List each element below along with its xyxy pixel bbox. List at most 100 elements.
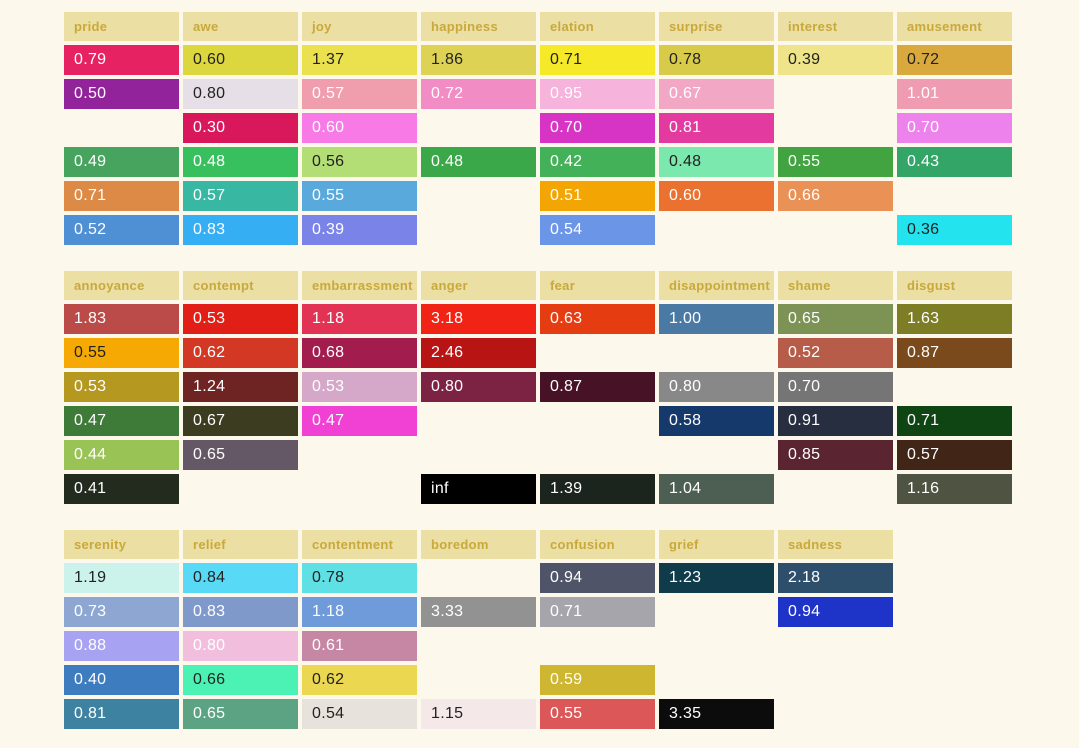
value-cell-elation-row2: 0.95 bbox=[540, 79, 655, 109]
value-cell-shame-row5: 0.85 bbox=[778, 440, 893, 470]
value-cell-anger-row1: 3.18 bbox=[421, 304, 536, 334]
value-cell-contempt-row4: 0.67 bbox=[183, 406, 298, 436]
value-cell-contempt-row1: 0.53 bbox=[183, 304, 298, 334]
value-cell-anger-row3: 0.80 bbox=[421, 372, 536, 402]
value-cell-disgust-row6: 1.16 bbox=[897, 474, 1012, 504]
value-cell-amusement-row1: 0.72 bbox=[897, 45, 1012, 75]
value-cell-disappointment-row6: 1.04 bbox=[659, 474, 774, 504]
column-interest: interest 0.39 0.55 0.66 bbox=[778, 12, 893, 245]
value-cell-shame-row2: 0.52 bbox=[778, 338, 893, 368]
column-boredom: boredom 3.33 1.15 bbox=[421, 530, 536, 729]
column-serenity: serenity 1.19 0.73 0.88 0.40 0.81 bbox=[64, 530, 179, 729]
value-cell-embarrassment-row1: 1.18 bbox=[302, 304, 417, 334]
value-cell-interest-row1: 0.39 bbox=[778, 45, 893, 75]
value-cell-joy-row6: 0.39 bbox=[302, 215, 417, 245]
value-cell-joy-row1: 1.37 bbox=[302, 45, 417, 75]
value-cell-elation-row6: 0.54 bbox=[540, 215, 655, 245]
empty-cell-disgust-row3 bbox=[897, 372, 1012, 402]
value-cell-disgust-row5: 0.57 bbox=[897, 440, 1012, 470]
column-surprise: surprise 0.78 0.67 0.81 0.48 0.60 bbox=[659, 12, 774, 245]
value-cell-fear-row3: 0.87 bbox=[540, 372, 655, 402]
empty-cell-happiness-row3 bbox=[421, 113, 536, 143]
value-cell-elation-row5: 0.51 bbox=[540, 181, 655, 211]
empty-cell-grief-row3 bbox=[659, 631, 774, 661]
column-header-elation: elation bbox=[540, 12, 655, 41]
empty-cell-boredom-row3 bbox=[421, 631, 536, 661]
value-cell-serenity-row3: 0.88 bbox=[64, 631, 179, 661]
value-cell-pride-row1: 0.79 bbox=[64, 45, 179, 75]
value-cell-disappointment-row3: 0.80 bbox=[659, 372, 774, 402]
value-cell-contentment-row3: 0.61 bbox=[302, 631, 417, 661]
column-amusement: amusement 0.72 1.01 0.70 0.43 0.36 bbox=[897, 12, 1012, 245]
column-grief: grief 1.23 3.35 bbox=[659, 530, 774, 729]
value-cell-annoyance-row1: 1.83 bbox=[64, 304, 179, 334]
value-cell-joy-row5: 0.55 bbox=[302, 181, 417, 211]
column-header-serenity: serenity bbox=[64, 530, 179, 559]
empty-cell-fear-row2 bbox=[540, 338, 655, 368]
column-header-annoyance: annoyance bbox=[64, 271, 179, 300]
section-emotion-group-1: pride 0.79 0.50 0.49 0.71 0.52 awe 0.60 0.80 0.30… bbox=[64, 12, 1079, 245]
emotion-value-board: pride 0.79 0.50 0.49 0.71 0.52 awe 0.60 0.80 0.30… bbox=[64, 12, 1079, 729]
value-cell-awe-row6: 0.83 bbox=[183, 215, 298, 245]
value-cell-annoyance-row4: 0.47 bbox=[64, 406, 179, 436]
value-cell-relief-row1: 0.84 bbox=[183, 563, 298, 593]
column-header-sadness: sadness bbox=[778, 530, 893, 559]
value-cell-shame-row4: 0.91 bbox=[778, 406, 893, 436]
column-header-disgust: disgust bbox=[897, 271, 1012, 300]
value-cell-pride-row2: 0.50 bbox=[64, 79, 179, 109]
value-cell-annoyance-row5: 0.44 bbox=[64, 440, 179, 470]
value-cell-surprise-row5: 0.60 bbox=[659, 181, 774, 211]
value-cell-amusement-row3: 0.70 bbox=[897, 113, 1012, 143]
column-happiness: happiness 1.86 0.72 0.48 bbox=[421, 12, 536, 245]
empty-cell-surprise-row6 bbox=[659, 215, 774, 245]
column-confusion: confusion 0.94 0.71 0.59 0.55 bbox=[540, 530, 655, 729]
section-emotion-group-2: annoyance 1.83 0.55 0.53 0.47 0.44 0.41 contemp… bbox=[64, 271, 1079, 504]
column-awe: awe 0.60 0.80 0.30 0.48 0.57 0.83 bbox=[183, 12, 298, 245]
empty-cell-anger-row4 bbox=[421, 406, 536, 436]
value-cell-disappointment-row1: 1.00 bbox=[659, 304, 774, 334]
empty-cell-pride-row3 bbox=[64, 113, 179, 143]
empty-cell-embarrassment-row5 bbox=[302, 440, 417, 470]
value-cell-amusement-row6: 0.36 bbox=[897, 215, 1012, 245]
column-header-grief: grief bbox=[659, 530, 774, 559]
value-cell-elation-row1: 0.71 bbox=[540, 45, 655, 75]
value-cell-annoyance-row2: 0.55 bbox=[64, 338, 179, 368]
value-cell-happiness-row2: 0.72 bbox=[421, 79, 536, 109]
column-header-fear: fear bbox=[540, 271, 655, 300]
column-header-embarrassment: embarrassment bbox=[302, 271, 417, 300]
value-cell-boredom-row5: 1.15 bbox=[421, 699, 536, 729]
value-cell-surprise-row2: 0.67 bbox=[659, 79, 774, 109]
column-header-surprise: surprise bbox=[659, 12, 774, 41]
value-cell-annoyance-row3: 0.53 bbox=[64, 372, 179, 402]
column-embarrassment: embarrassment 1.18 0.68 0.53 0.47 bbox=[302, 271, 417, 504]
value-cell-serenity-row2: 0.73 bbox=[64, 597, 179, 627]
column-contentment: contentment 0.78 1.18 0.61 0.62 0.54 bbox=[302, 530, 417, 729]
value-cell-contempt-row2: 0.62 bbox=[183, 338, 298, 368]
empty-cell-amusement-row5 bbox=[897, 181, 1012, 211]
value-cell-contentment-row2: 1.18 bbox=[302, 597, 417, 627]
value-cell-disgust-row1: 1.63 bbox=[897, 304, 1012, 334]
value-cell-contentment-row4: 0.62 bbox=[302, 665, 417, 695]
empty-cell-fear-row4 bbox=[540, 406, 655, 436]
column-header-contempt: contempt bbox=[183, 271, 298, 300]
value-cell-serenity-row4: 0.40 bbox=[64, 665, 179, 695]
value-cell-awe-row3: 0.30 bbox=[183, 113, 298, 143]
value-cell-pride-row6: 0.52 bbox=[64, 215, 179, 245]
empty-cell-happiness-row6 bbox=[421, 215, 536, 245]
value-cell-disappointment-row4: 0.58 bbox=[659, 406, 774, 436]
value-cell-contempt-row3: 1.24 bbox=[183, 372, 298, 402]
column-anger: anger 3.18 2.46 0.80 inf bbox=[421, 271, 536, 504]
empty-cell-disappointment-row2 bbox=[659, 338, 774, 368]
value-cell-fear-row6: 1.39 bbox=[540, 474, 655, 504]
empty-cell-grief-row2 bbox=[659, 597, 774, 627]
value-cell-awe-row4: 0.48 bbox=[183, 147, 298, 177]
value-cell-surprise-row1: 0.78 bbox=[659, 45, 774, 75]
value-cell-confusion-row5: 0.55 bbox=[540, 699, 655, 729]
column-header-disappointment: disappointment bbox=[659, 271, 774, 300]
value-cell-elation-row4: 0.42 bbox=[540, 147, 655, 177]
value-cell-disgust-row4: 0.71 bbox=[897, 406, 1012, 436]
empty-cell-sadness-row5 bbox=[778, 699, 893, 729]
section-emotion-group-3: serenity 1.19 0.73 0.88 0.40 0.81 relief 0.84 0.… bbox=[64, 530, 1079, 729]
empty-cell-sadness-row4 bbox=[778, 665, 893, 695]
